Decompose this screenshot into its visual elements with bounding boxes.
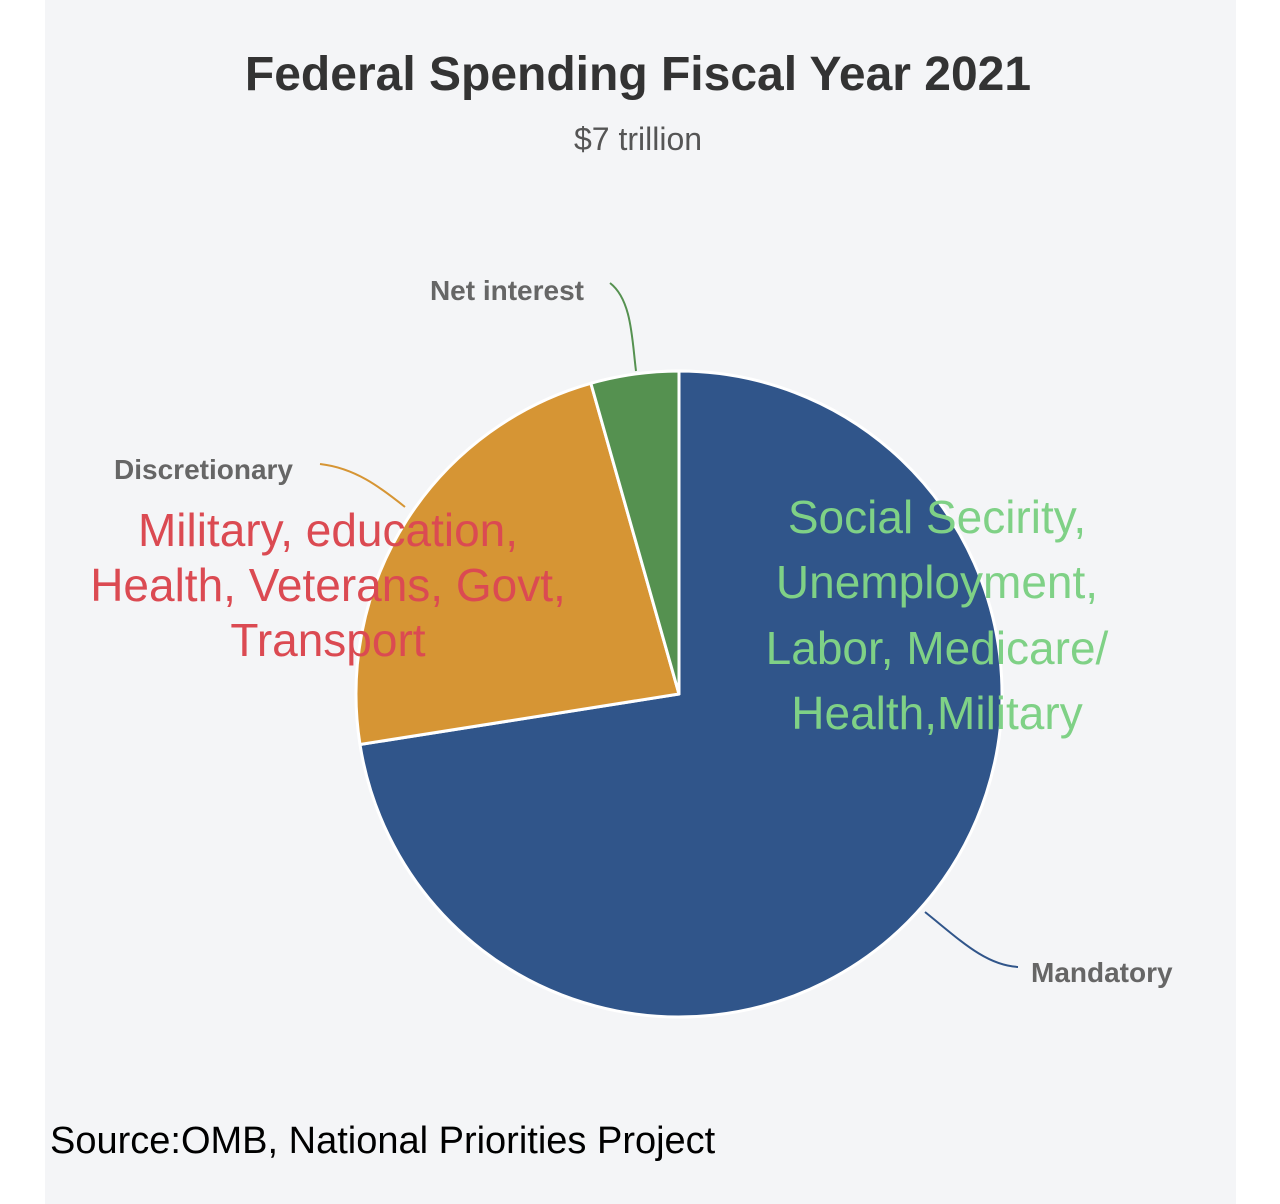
connector-discretionary [319, 463, 406, 508]
slice-discretionary [354, 381, 681, 747]
slice-net-interest [589, 369, 681, 696]
mandatory-note-line-3: Labor, Medicare/ [766, 622, 1109, 674]
slice-labels: Mandatory Discretionary Net interest [114, 275, 1173, 988]
chart-title: Federal Spending Fiscal Year 2021 [245, 48, 1031, 101]
discretionary-note-line-1: Military, education, [138, 504, 518, 556]
mandatory-note-line-1: Social Secirity, [788, 491, 1086, 543]
pie-slices [354, 369, 1004, 1019]
slice-mandatory [358, 369, 1004, 1019]
label-net-interest: Net interest [430, 275, 584, 306]
chart-subtitle: $7 trillion [574, 121, 702, 157]
mandatory-note-line-4: Health,Military [791, 687, 1082, 739]
discretionary-annotation: Military, education, Health, Veterans, G… [90, 504, 566, 666]
mandatory-note-line-2: Unemployment, [776, 556, 1098, 608]
source-note: Source:OMB, National Priorities Project [50, 1120, 716, 1162]
discretionary-note-line-2: Health, Veterans, Govt, [90, 559, 566, 611]
label-mandatory: Mandatory [1031, 957, 1173, 988]
label-discretionary: Discretionary [114, 454, 293, 485]
label-connectors [319, 282, 1019, 968]
connector-mandatory [924, 911, 1019, 968]
discretionary-note-line-3: Transport [230, 614, 425, 666]
mandatory-annotation: Social Secirity, Unemployment, Labor, Me… [766, 491, 1109, 739]
connector-net-interest [609, 282, 637, 372]
